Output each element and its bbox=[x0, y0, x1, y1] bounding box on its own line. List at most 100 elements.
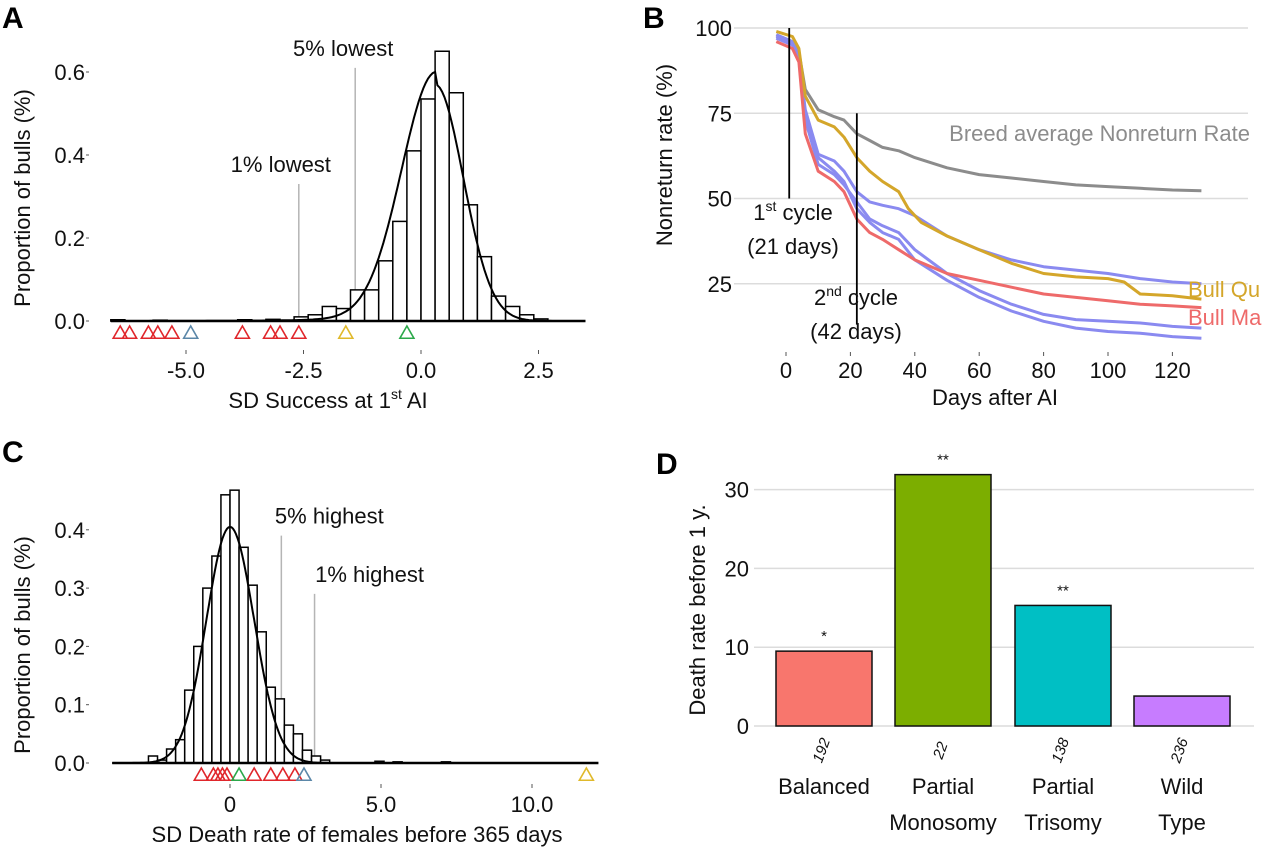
category-label: Wild bbox=[1161, 774, 1204, 799]
bull-marker-triangle bbox=[262, 324, 279, 340]
histogram-bar bbox=[220, 494, 231, 764]
y-tick-label: 50 bbox=[708, 187, 732, 212]
y-tick-label: 75 bbox=[708, 101, 732, 126]
bull-marker-triangle bbox=[274, 766, 292, 782]
y-axis-title: Death rate before 1 y. bbox=[685, 504, 710, 715]
x-axis-title-tail: AI bbox=[402, 388, 428, 413]
bull-marker-triangle bbox=[230, 766, 248, 782]
significance-label: * bbox=[821, 628, 827, 645]
y-axis-title: Nonreturn rate (%) bbox=[652, 64, 677, 246]
category-label: Balanced bbox=[778, 774, 870, 799]
bull-marker-triangle bbox=[163, 324, 181, 340]
category-label: Type bbox=[1158, 810, 1206, 835]
histogram-bar bbox=[462, 204, 479, 322]
histogram-bar bbox=[420, 98, 436, 322]
y-tick-label: 0.0 bbox=[54, 309, 85, 334]
panel-d-bar-chart: 0 10 20 30 Death rate before 1 y. * 192 Balance… bbox=[685, 452, 1254, 835]
x-axis-title: SD Death rate of females before 365 days bbox=[152, 822, 563, 847]
histogram-bar bbox=[274, 698, 286, 764]
series-line-bull-3 bbox=[775, 36, 1202, 286]
histogram-bar bbox=[392, 220, 408, 322]
bull-marker-triangle bbox=[192, 766, 210, 782]
cycle-label: 2nd cycle bbox=[814, 283, 898, 310]
series-line-breed-average-nonreturn-rate bbox=[775, 33, 1202, 193]
density-curve bbox=[110, 70, 586, 322]
bar-partial-trisomy bbox=[1014, 604, 1112, 727]
cycle-label: 1st cycle bbox=[753, 198, 832, 225]
histogram-bar bbox=[265, 686, 277, 764]
x-tick-label: 20 bbox=[838, 358, 862, 383]
bull-marker-triangle bbox=[182, 324, 200, 340]
bull-marker-triangle bbox=[295, 766, 313, 782]
bull-marker-triangle bbox=[577, 766, 595, 782]
bull-marker-triangle bbox=[140, 324, 157, 340]
y-tick-label: 0.1 bbox=[54, 693, 85, 718]
histogram-bar bbox=[256, 631, 267, 764]
series-annotation: Bull Qu bbox=[1188, 277, 1260, 302]
panel-letter-c: C bbox=[2, 436, 24, 469]
bar-partial-monosomy bbox=[894, 473, 992, 727]
x-tick-label: 10.0 bbox=[511, 792, 554, 817]
series-annotation: Breed average Nonreturn Rate bbox=[949, 121, 1250, 146]
panel-c-histogram: 0.0 0.1 0.2 0.3 0.4 Proportion of bulls (%) 0 5… bbox=[10, 489, 599, 847]
series-line-bull-ma bbox=[775, 40, 1202, 310]
histogram-bar bbox=[504, 305, 521, 322]
x-axis-title-main: SD Success at 1 bbox=[228, 388, 391, 413]
category-label: Monosomy bbox=[889, 810, 997, 835]
histogram-bar bbox=[476, 255, 493, 322]
y-tick-label: 0.4 bbox=[54, 143, 85, 168]
series-annotation: Bull Ma bbox=[1188, 305, 1262, 330]
bull-marker-triangle bbox=[286, 766, 304, 782]
x-axis-title: Days after AI bbox=[932, 385, 1058, 410]
bull-marker-triangle bbox=[218, 766, 236, 782]
bull-marker-triangle bbox=[290, 324, 308, 340]
series-line-bull-5 bbox=[775, 35, 1202, 340]
histogram-bar bbox=[283, 724, 295, 764]
significance-label: ** bbox=[937, 452, 949, 469]
panel-letter-b: B bbox=[643, 2, 665, 35]
y-tick-label: 25 bbox=[708, 272, 732, 297]
bar-balanced bbox=[775, 650, 873, 727]
reference-line-label: 1% lowest bbox=[231, 152, 331, 177]
y-tick-label: 10 bbox=[725, 635, 749, 660]
histogram-bar bbox=[377, 260, 394, 322]
y-axis-title: Proportion of bulls (%) bbox=[10, 89, 35, 307]
y-tick-label: 0.6 bbox=[54, 60, 85, 85]
x-tick-label: 40 bbox=[903, 358, 927, 383]
bull-marker-triangle bbox=[149, 324, 167, 340]
y-tick-label: 0.2 bbox=[54, 226, 85, 251]
x-axis-title-sup: st bbox=[391, 386, 402, 402]
x-tick-label: -2.5 bbox=[285, 358, 323, 383]
count-label: 236 bbox=[1167, 735, 1192, 766]
x-tick-label: 2.5 bbox=[523, 358, 554, 383]
x-tick-label: 100 bbox=[1090, 358, 1127, 383]
significance-label: ** bbox=[1057, 582, 1069, 599]
cycle-label-tail: cycle bbox=[776, 200, 832, 225]
histogram-bar bbox=[448, 92, 465, 322]
y-tick-label: 0.2 bbox=[54, 634, 85, 659]
x-tick-label: 80 bbox=[1031, 358, 1055, 383]
x-tick-label: 120 bbox=[1154, 358, 1191, 383]
bull-marker-triangle bbox=[245, 766, 263, 782]
bull-marker-triangle bbox=[271, 324, 289, 340]
cycle-label-sup: st bbox=[766, 198, 777, 214]
y-tick-label: 30 bbox=[725, 478, 749, 503]
histogram-bar bbox=[363, 289, 380, 322]
reference-line-label: 1% highest bbox=[315, 562, 424, 587]
cycle-label-sup: nd bbox=[826, 283, 842, 299]
category-label: Partial bbox=[912, 774, 974, 799]
x-tick-label: 0.0 bbox=[406, 358, 437, 383]
cycle-label-tail: cycle bbox=[842, 285, 898, 310]
bull-marker-triangle bbox=[337, 324, 355, 340]
panel-letter-d: D bbox=[656, 448, 678, 481]
y-tick-label: 0.0 bbox=[54, 751, 85, 776]
bull-marker-triangle bbox=[121, 324, 138, 340]
bar-wild-type bbox=[1133, 695, 1231, 727]
panel-a-histogram: 0.0 0.2 0.4 0.6 Proportion of bulls (%) -5.0 -… bbox=[10, 36, 586, 413]
x-axis-title: SD Success at 1st AI bbox=[228, 386, 427, 413]
y-tick-label: 0 bbox=[737, 714, 749, 739]
count-label: 22 bbox=[930, 739, 952, 762]
y-tick-label: 20 bbox=[725, 556, 749, 581]
bull-marker-triangle bbox=[234, 324, 251, 340]
